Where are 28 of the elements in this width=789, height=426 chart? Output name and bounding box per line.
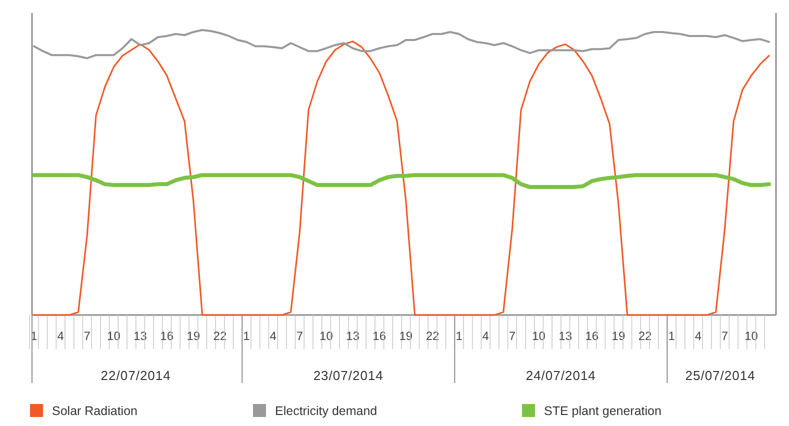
legend-label: Electricity demand	[275, 404, 378, 418]
x-tick-label: 1	[456, 329, 463, 343]
x-tick-label: 10	[532, 329, 546, 343]
x-tick-label: 7	[721, 329, 728, 343]
legend-label: STE plant generation	[544, 404, 662, 418]
x-tick-label: 4	[694, 329, 702, 343]
x-tick-label: 7	[296, 329, 304, 343]
text: 23/07/2014	[313, 368, 384, 383]
x-tick-label: 10	[744, 329, 758, 343]
x-tick-label: 19	[399, 329, 413, 343]
x-tick-label: 19	[612, 329, 626, 343]
x-tick-label: 7	[508, 329, 516, 343]
x-tick-label: 1	[243, 329, 250, 343]
x-tick-label: 22	[213, 329, 227, 343]
x-tick-label: 19	[186, 329, 200, 343]
x-tick-label: 10	[320, 329, 334, 343]
text: 22/07/2014	[100, 368, 171, 383]
x-tick-label: 22	[638, 329, 652, 343]
x-tick-label: 22	[426, 329, 440, 343]
x-tick-label: 10	[107, 329, 121, 343]
x-tick-label: 4	[482, 329, 490, 343]
x-tick-label: 7	[84, 329, 91, 343]
text: 24/07/2014	[526, 368, 596, 383]
x-tick-label: 4	[270, 329, 277, 343]
legend-label: Solar Radiation	[52, 404, 138, 418]
x-tick-label: 4	[57, 329, 64, 343]
x-tick-label: 1	[668, 329, 676, 343]
text: 25/07/2014	[685, 368, 756, 383]
